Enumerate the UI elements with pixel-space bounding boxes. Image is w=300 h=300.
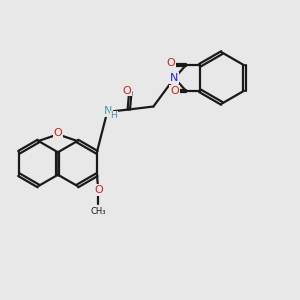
Text: O: O	[122, 85, 131, 96]
Text: N: N	[170, 73, 178, 83]
Text: CH₃: CH₃	[91, 207, 106, 216]
Text: O: O	[53, 128, 62, 138]
Text: O: O	[166, 58, 175, 68]
Text: N: N	[103, 106, 112, 116]
Text: H: H	[110, 111, 117, 120]
Text: O: O	[170, 86, 179, 96]
Text: O: O	[94, 185, 103, 195]
